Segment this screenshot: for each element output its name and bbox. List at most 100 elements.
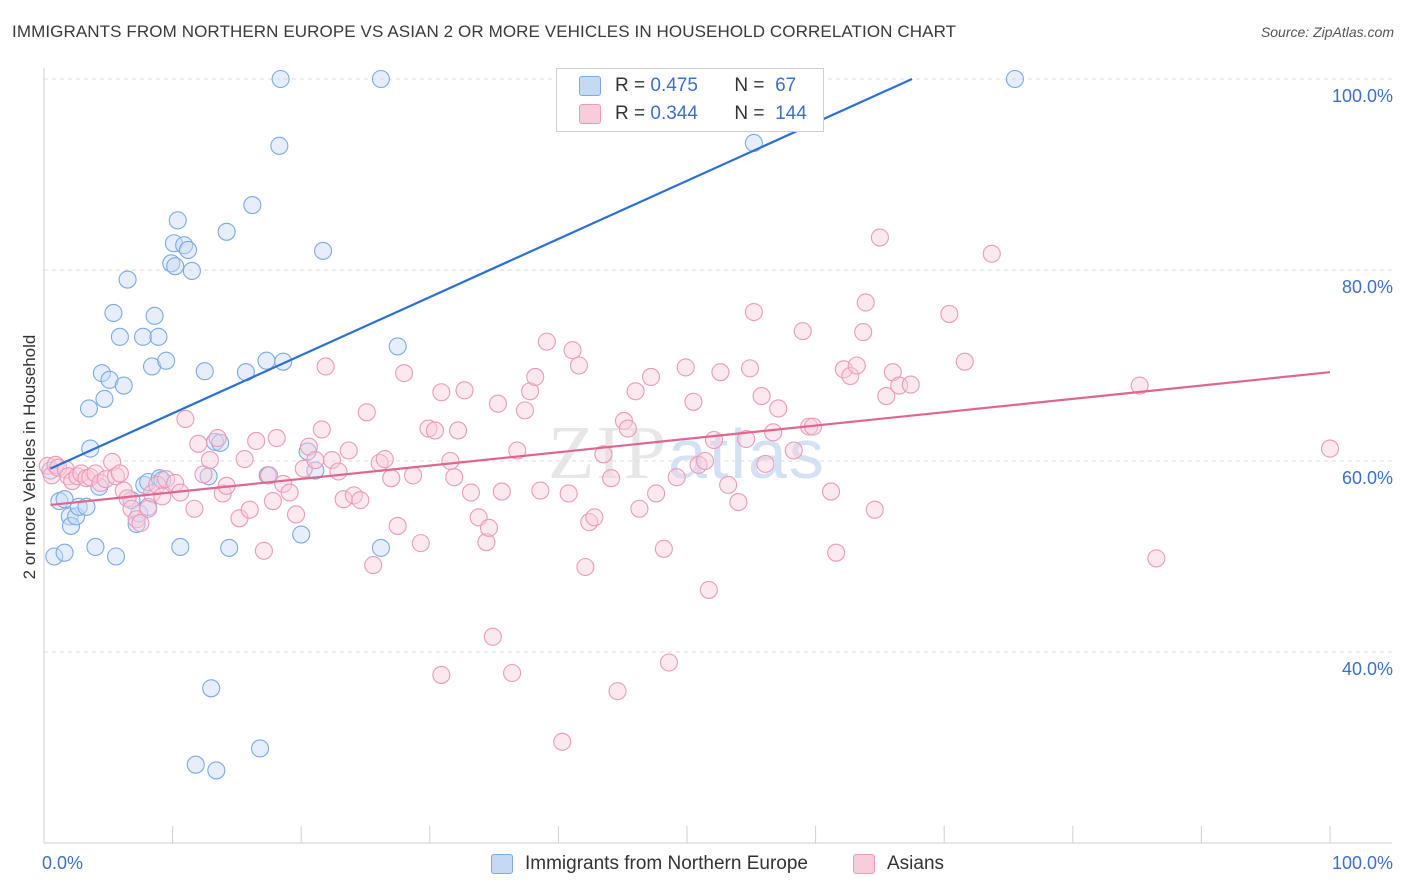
x-tick-label-min: 0.0% <box>42 853 84 873</box>
bottom-legend-label: Asians <box>887 853 945 874</box>
point-northern-europe <box>1005 69 1024 89</box>
watermark-zip: ZIP <box>548 411 668 495</box>
point-asians <box>461 483 481 502</box>
point-asians <box>563 341 582 360</box>
point-northern-europe <box>202 679 221 698</box>
point-northern-europe <box>243 196 262 215</box>
point-asians <box>388 516 407 535</box>
point-northern-europe <box>178 240 198 259</box>
point-asians <box>488 394 508 413</box>
point-asians <box>531 481 550 500</box>
point-northern-europe <box>220 538 239 557</box>
point-asians <box>375 450 394 469</box>
point-asians <box>382 469 401 488</box>
chart-title: IMMIGRANTS FROM NORTHERN EUROPE VS ASIAN… <box>12 22 957 41</box>
y-tick-label: 40.0% <box>1341 659 1393 679</box>
point-asians <box>955 352 974 371</box>
point-northern-europe <box>145 306 164 325</box>
point-asians <box>940 304 959 323</box>
y-tick-label: 80.0% <box>1341 277 1393 297</box>
point-asians <box>1130 376 1149 395</box>
point-asians <box>699 580 718 599</box>
point-asians <box>312 420 331 439</box>
legend-r-value: 0.344 <box>650 103 698 124</box>
point-northern-europe <box>114 376 133 395</box>
point-northern-europe <box>371 538 390 557</box>
point-asians <box>492 482 511 501</box>
point-asians <box>526 367 545 387</box>
point-asians <box>139 499 158 518</box>
y-tick-label: 60.0% <box>1341 468 1393 488</box>
point-asians <box>316 357 335 376</box>
point-northern-europe <box>166 257 185 276</box>
point-asians <box>455 381 474 400</box>
bottom-legend-swatch-pink <box>853 854 875 874</box>
point-asians <box>744 302 763 322</box>
point-asians <box>676 358 695 377</box>
point-asians <box>425 421 444 440</box>
point-asians <box>176 409 195 429</box>
point-asians <box>585 508 604 527</box>
point-asians <box>432 665 451 684</box>
point-asians <box>752 387 771 406</box>
point-asians <box>263 492 282 511</box>
legend-r-label: R = <box>615 75 646 96</box>
point-asians <box>841 366 860 386</box>
point-asians <box>329 462 348 481</box>
legend-swatch-blue <box>579 76 601 96</box>
point-asians <box>441 451 460 471</box>
point-asians <box>419 419 438 438</box>
series-asians-points <box>38 228 1340 751</box>
point-asians <box>364 556 383 575</box>
point-asians <box>157 470 176 489</box>
point-asians <box>208 429 227 448</box>
point-asians <box>793 322 812 341</box>
point-northern-europe <box>388 337 407 356</box>
point-asians <box>827 543 846 562</box>
legend-row-asians: R = 0.344 N = 144 <box>579 101 807 127</box>
trend-line-northern-europe <box>49 77 913 470</box>
point-asians <box>659 653 679 672</box>
legend-row-northern-europe: R = 0.475 N = 67 <box>579 73 796 99</box>
point-northern-europe <box>257 351 276 370</box>
point-asians <box>247 431 266 450</box>
point-asians <box>821 482 841 501</box>
point-northern-europe <box>61 516 81 535</box>
point-northern-europe <box>250 739 270 758</box>
point-asians <box>618 419 637 438</box>
point-asians <box>856 293 875 312</box>
point-asians <box>240 500 259 519</box>
point-northern-europe <box>270 136 289 155</box>
legend-r-label: R = <box>615 103 646 124</box>
point-asians <box>339 441 358 460</box>
point-asians <box>254 541 273 560</box>
point-asians <box>521 382 540 401</box>
correlation-legend: R = 0.475 N = 67 R = 0.344 N = 144 <box>556 68 824 132</box>
point-asians <box>569 356 589 375</box>
point-asians <box>684 392 703 411</box>
point-northern-europe <box>79 399 99 418</box>
point-asians <box>641 367 661 387</box>
point-northern-europe <box>133 327 153 346</box>
point-asians <box>323 450 342 470</box>
point-northern-europe <box>271 69 290 89</box>
point-asians <box>351 491 370 510</box>
point-asians <box>580 513 599 532</box>
point-asians <box>537 332 556 351</box>
legend-n-value: 67 <box>775 75 797 96</box>
point-asians <box>647 484 666 503</box>
point-asians <box>711 363 730 382</box>
point-northern-europe <box>110 327 129 346</box>
point-asians <box>719 475 738 494</box>
point-northern-europe <box>306 461 325 480</box>
point-asians <box>630 499 649 518</box>
legend-r-value: 0.475 <box>650 75 698 96</box>
point-asians <box>559 484 578 503</box>
point-northern-europe <box>207 761 226 780</box>
point-asians <box>306 450 325 470</box>
trend-lines <box>49 77 1331 507</box>
point-northern-europe <box>314 241 333 260</box>
legend-n-label: N = <box>734 75 765 96</box>
point-asians <box>1147 549 1166 568</box>
point-asians <box>235 450 254 469</box>
